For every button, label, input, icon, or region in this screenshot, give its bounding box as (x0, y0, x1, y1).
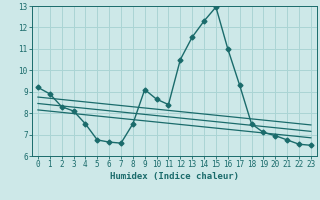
X-axis label: Humidex (Indice chaleur): Humidex (Indice chaleur) (110, 172, 239, 181)
